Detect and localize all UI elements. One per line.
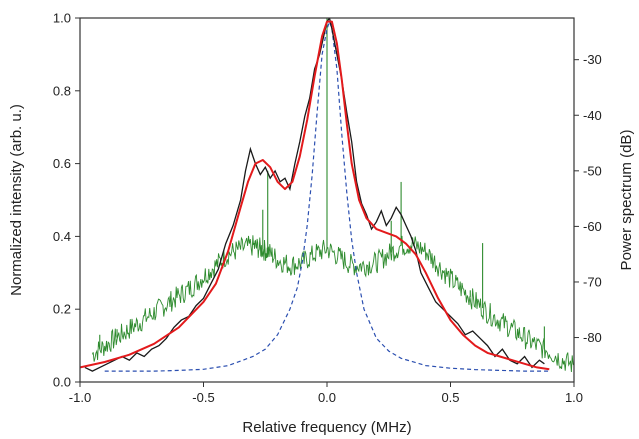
y-left-tick-label: 1.0 bbox=[53, 11, 71, 26]
y-left-tick-label: 0.6 bbox=[53, 156, 71, 171]
x-tick-label: 1.0 bbox=[565, 390, 583, 405]
y-left-tick-label: 0.8 bbox=[53, 83, 71, 98]
y-left-tick-label: 0.2 bbox=[53, 302, 71, 317]
series-power-spectrum-line bbox=[91, 235, 574, 373]
x-tick-label: -0.5 bbox=[192, 390, 214, 405]
y-right-tick-label: -60 bbox=[583, 219, 602, 234]
x-tick-label: 0.5 bbox=[441, 390, 459, 405]
y-right-tick-label: -50 bbox=[583, 163, 602, 178]
y-right-tick-label: -80 bbox=[583, 330, 602, 345]
y-axis-right-title: Power spectrum (dB) bbox=[618, 130, 635, 271]
y-right-tick-label: -40 bbox=[583, 108, 602, 123]
series-lorentzian-line bbox=[104, 19, 550, 372]
series-fit-line bbox=[80, 20, 550, 371]
x-axis-title: Relative frequency (MHz) bbox=[242, 419, 411, 436]
y-right-tick-label: -30 bbox=[583, 52, 602, 67]
y-left-tick-label: 0.0 bbox=[53, 375, 71, 390]
x-tick-label: 0.0 bbox=[318, 390, 336, 405]
x-tick-label: -1.0 bbox=[69, 390, 91, 405]
y-right-tick-label: -70 bbox=[583, 274, 602, 289]
y-left-tick-label: 0.4 bbox=[53, 229, 71, 244]
y-axis-left-title: Normalized intensity (arb. u.) bbox=[8, 104, 25, 296]
series-measured-line bbox=[84, 18, 545, 372]
